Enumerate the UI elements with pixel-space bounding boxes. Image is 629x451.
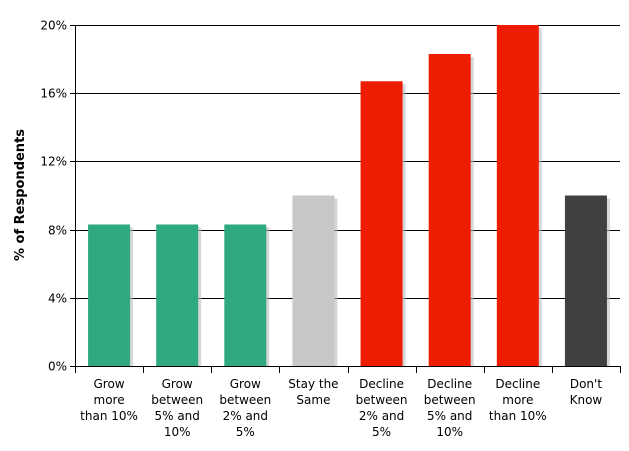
y-tick-label: 4% [48, 292, 67, 306]
y-tick-label: 20% [40, 19, 67, 33]
bar [224, 224, 267, 366]
y-tick-label: 8% [48, 224, 67, 238]
y-tick-labels: 0% 4% 8% 12% 16% 20% [40, 19, 75, 374]
x-category-label: Stay the Same [288, 377, 338, 407]
bar [156, 224, 199, 366]
bar [428, 53, 471, 367]
x-category-label: Grow between 2% and 5% [219, 377, 271, 439]
bar [292, 195, 335, 366]
bar [564, 195, 607, 366]
x-category-label: Grow more than 10% [80, 377, 138, 423]
bar [496, 25, 539, 366]
x-category-label: Decline between 2% and 5% [356, 377, 408, 439]
y-tick-label: 0% [48, 360, 67, 374]
x-category-label: Decline more than 10% [489, 377, 547, 423]
x-category-label: Don't Know [570, 377, 603, 407]
bars [88, 25, 610, 367]
y-axis-label: % of Respondents [13, 129, 28, 261]
axes [75, 25, 621, 373]
bar [88, 224, 131, 366]
bar [360, 81, 403, 366]
x-category-label: Decline between 5% and 10% [424, 377, 476, 439]
y-tick-label: 16% [40, 87, 67, 101]
y-tick-label: 12% [40, 155, 67, 169]
x-category-label: Grow between 5% and 10% [151, 377, 203, 439]
x-category-labels: Grow more than 10% Grow between 5% and 10% Grow… [80, 377, 602, 439]
